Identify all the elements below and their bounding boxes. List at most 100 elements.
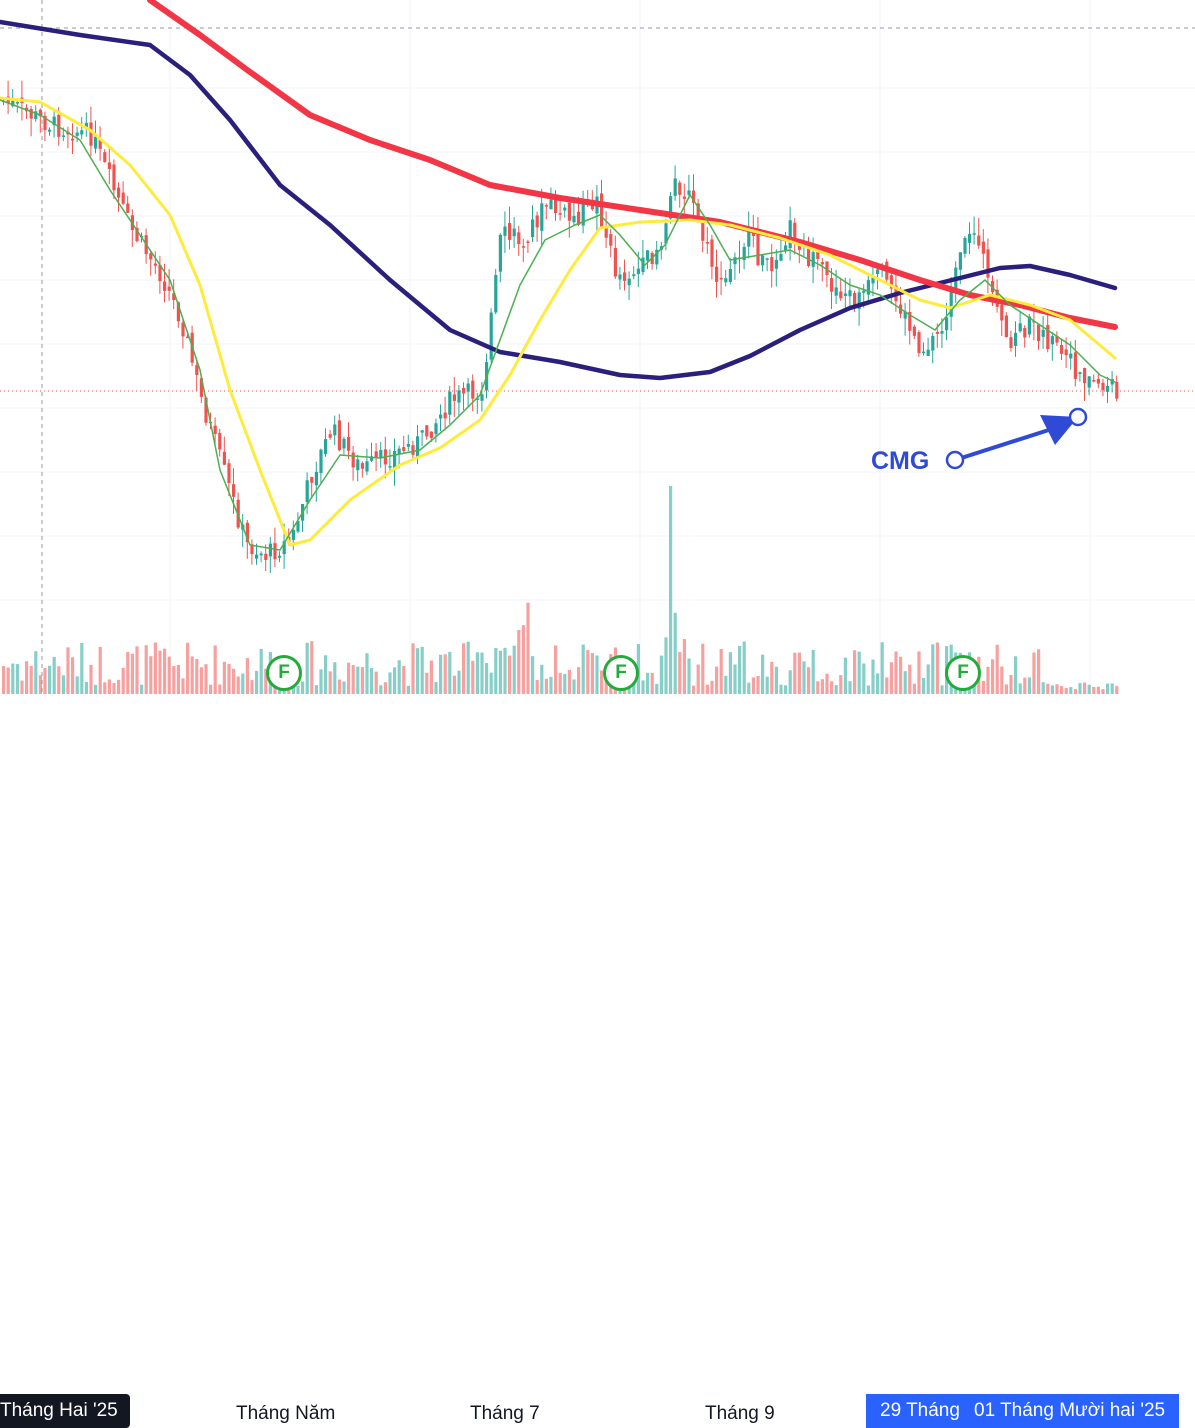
volume-bar xyxy=(61,675,65,694)
volume-bar xyxy=(1092,687,1096,694)
volume-bar xyxy=(342,681,346,694)
candle-body xyxy=(807,243,811,266)
volume-bar xyxy=(1078,683,1082,694)
volume-bar xyxy=(250,680,254,694)
volume-bar xyxy=(498,650,502,694)
event-marker-f-1[interactable]: F xyxy=(266,655,302,691)
annotation-arrow-head xyxy=(1040,415,1078,445)
volume-bar xyxy=(485,663,489,694)
candle-body xyxy=(268,543,272,557)
candle-body xyxy=(107,162,111,169)
candle-body xyxy=(535,215,539,228)
time-axis[interactable]: Tháng Hai '25 Tháng Năm Tháng 7 Tháng 9 … xyxy=(0,695,1195,1428)
volume-bar xyxy=(922,677,926,694)
candle-body xyxy=(636,268,640,274)
volume-bar xyxy=(356,666,360,694)
candle-body xyxy=(15,102,19,104)
candle-body xyxy=(195,365,199,375)
volume-bar xyxy=(705,684,709,694)
candle-body xyxy=(480,394,484,401)
volume-bar xyxy=(34,651,38,694)
candle-body xyxy=(167,286,171,291)
candle-body xyxy=(935,331,939,334)
volume-bar xyxy=(264,668,268,694)
candle-body xyxy=(563,207,567,211)
candle-body xyxy=(554,195,558,214)
volume-bar xyxy=(259,648,263,694)
symbol-annotation-label[interactable]: CMG xyxy=(871,447,930,475)
candle-body xyxy=(600,193,604,229)
candle-body xyxy=(949,288,953,317)
volume-bar xyxy=(857,651,861,694)
volume-bar xyxy=(590,653,594,694)
volume-bar xyxy=(176,664,180,694)
candle-body xyxy=(958,252,962,270)
volume-bar xyxy=(140,684,144,694)
candle-body xyxy=(351,452,355,468)
volume-bar xyxy=(747,682,751,694)
candle-body xyxy=(255,554,259,559)
volume-bar xyxy=(471,660,475,694)
candle-body xyxy=(521,246,525,248)
candle-body xyxy=(1078,372,1082,375)
candle-body xyxy=(117,187,121,198)
volume-bar xyxy=(1106,683,1110,694)
volume-bar xyxy=(241,673,245,694)
candle-body xyxy=(531,219,535,238)
volume-bar xyxy=(820,679,824,694)
candle-body xyxy=(761,255,765,266)
candle-body xyxy=(627,278,631,286)
volume-bar xyxy=(991,659,995,694)
volume-bar xyxy=(876,673,880,694)
candle-body xyxy=(968,233,972,243)
candle-body xyxy=(1055,336,1059,343)
candle-body xyxy=(609,234,613,246)
volume-bar xyxy=(834,685,838,694)
event-marker-f-3[interactable]: F xyxy=(945,655,981,691)
event-marker-f-2[interactable]: F xyxy=(603,655,639,691)
volume-bar xyxy=(843,657,847,694)
ma-navy-line xyxy=(0,19,1118,381)
candle-body xyxy=(135,227,139,242)
volume-bar xyxy=(738,645,742,694)
candle-body xyxy=(1115,382,1119,399)
volume-bar xyxy=(908,664,912,694)
candle-body xyxy=(912,326,916,336)
volume-bar xyxy=(121,667,125,694)
candle-body xyxy=(1069,353,1073,359)
volume-bar xyxy=(1073,689,1077,694)
volume-bar xyxy=(710,680,714,694)
candle-body xyxy=(61,135,65,137)
candle-body xyxy=(641,257,645,272)
candle-body xyxy=(1050,336,1054,345)
volume-bar xyxy=(664,637,668,694)
candle-body xyxy=(370,456,374,461)
candle-body xyxy=(811,252,815,267)
volume-bar xyxy=(650,672,654,694)
volume-bar xyxy=(1110,683,1114,694)
candle-body xyxy=(816,251,820,259)
candle-body xyxy=(434,423,438,435)
candle-body xyxy=(503,226,507,236)
candle-body xyxy=(972,233,976,235)
volume-bar xyxy=(577,667,581,694)
candle-body xyxy=(89,122,93,146)
candle-body xyxy=(733,257,737,265)
volume-bar xyxy=(103,682,107,694)
volume-bar xyxy=(420,646,424,694)
volume-bar xyxy=(554,645,558,694)
candle-body xyxy=(429,431,433,438)
chart-svg[interactable] xyxy=(0,0,1195,767)
candle-body xyxy=(498,234,502,272)
volume-bar xyxy=(770,661,774,694)
candle-body xyxy=(172,293,176,301)
candle-body xyxy=(866,280,870,295)
candle-body xyxy=(153,263,157,266)
volume-bar xyxy=(84,681,88,694)
candle-body xyxy=(71,138,75,141)
x-tick-label-crosshair-start: 29 Tháng xyxy=(866,1394,974,1428)
candle-body xyxy=(324,439,328,455)
volume-bar xyxy=(830,681,834,694)
candle-body xyxy=(337,420,341,451)
